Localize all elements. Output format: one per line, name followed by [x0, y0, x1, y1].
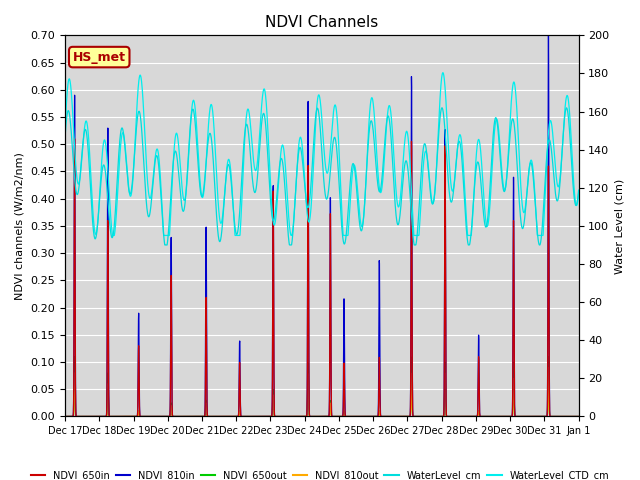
Text: HS_met: HS_met — [73, 50, 125, 63]
Y-axis label: NDVI channels (W/m2/nm): NDVI channels (W/m2/nm) — [15, 152, 25, 300]
Y-axis label: Water Level (cm): Water Level (cm) — [615, 178, 625, 274]
Legend: NDVI_650in, NDVI_810in, NDVI_650out, NDVI_810out, WaterLevel_cm, WaterLevel_CTD_: NDVI_650in, NDVI_810in, NDVI_650out, NDV… — [27, 466, 613, 480]
Title: NDVI Channels: NDVI Channels — [265, 15, 378, 30]
